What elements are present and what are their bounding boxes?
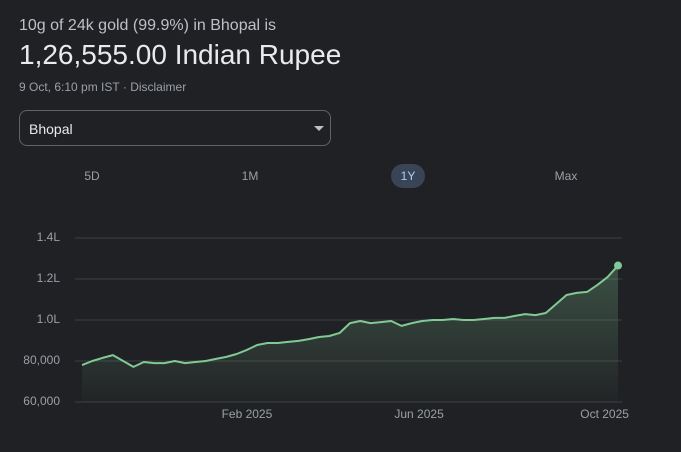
range-button[interactable]: Max (554, 169, 578, 183)
separator: · (122, 80, 127, 94)
range-button[interactable]: 5D (84, 169, 100, 183)
x-tick-label: Feb 2025 (222, 407, 273, 421)
dropdown-value: Bhopal (29, 121, 73, 137)
disclaimer[interactable]: Disclaimer (130, 80, 187, 94)
y-tick-label: 80,000 (23, 353, 60, 367)
dropdown-caret (314, 126, 324, 131)
price-line (81, 264, 619, 368)
y-tick-label: 60,000 (23, 394, 60, 408)
range-button[interactable]: 1M (241, 169, 259, 183)
y-tick-label: 1.4L (37, 230, 61, 244)
last-point (614, 261, 622, 270)
timestamp: 9 Oct, 6:10 pm IST (19, 80, 120, 94)
price: 1,26,555.00 Indian Rupee (19, 39, 342, 70)
area (82, 265, 618, 402)
x-tick-label: Oct 2025 (580, 407, 629, 421)
y-tick-label: 1.0L (37, 312, 61, 326)
y-tick-label: 1.2L (37, 271, 61, 285)
range-button[interactable]: 1Y (391, 164, 425, 188)
x-tick-label: Jun 2025 (394, 407, 444, 421)
city-dropdown[interactable]: Bhopal (19, 110, 331, 146)
heading: 10g of 24k gold (99.9%) in Bhopal is (19, 17, 277, 34)
meta: 9 Oct, 6:10 pm IST · Disclaimer (19, 80, 186, 94)
